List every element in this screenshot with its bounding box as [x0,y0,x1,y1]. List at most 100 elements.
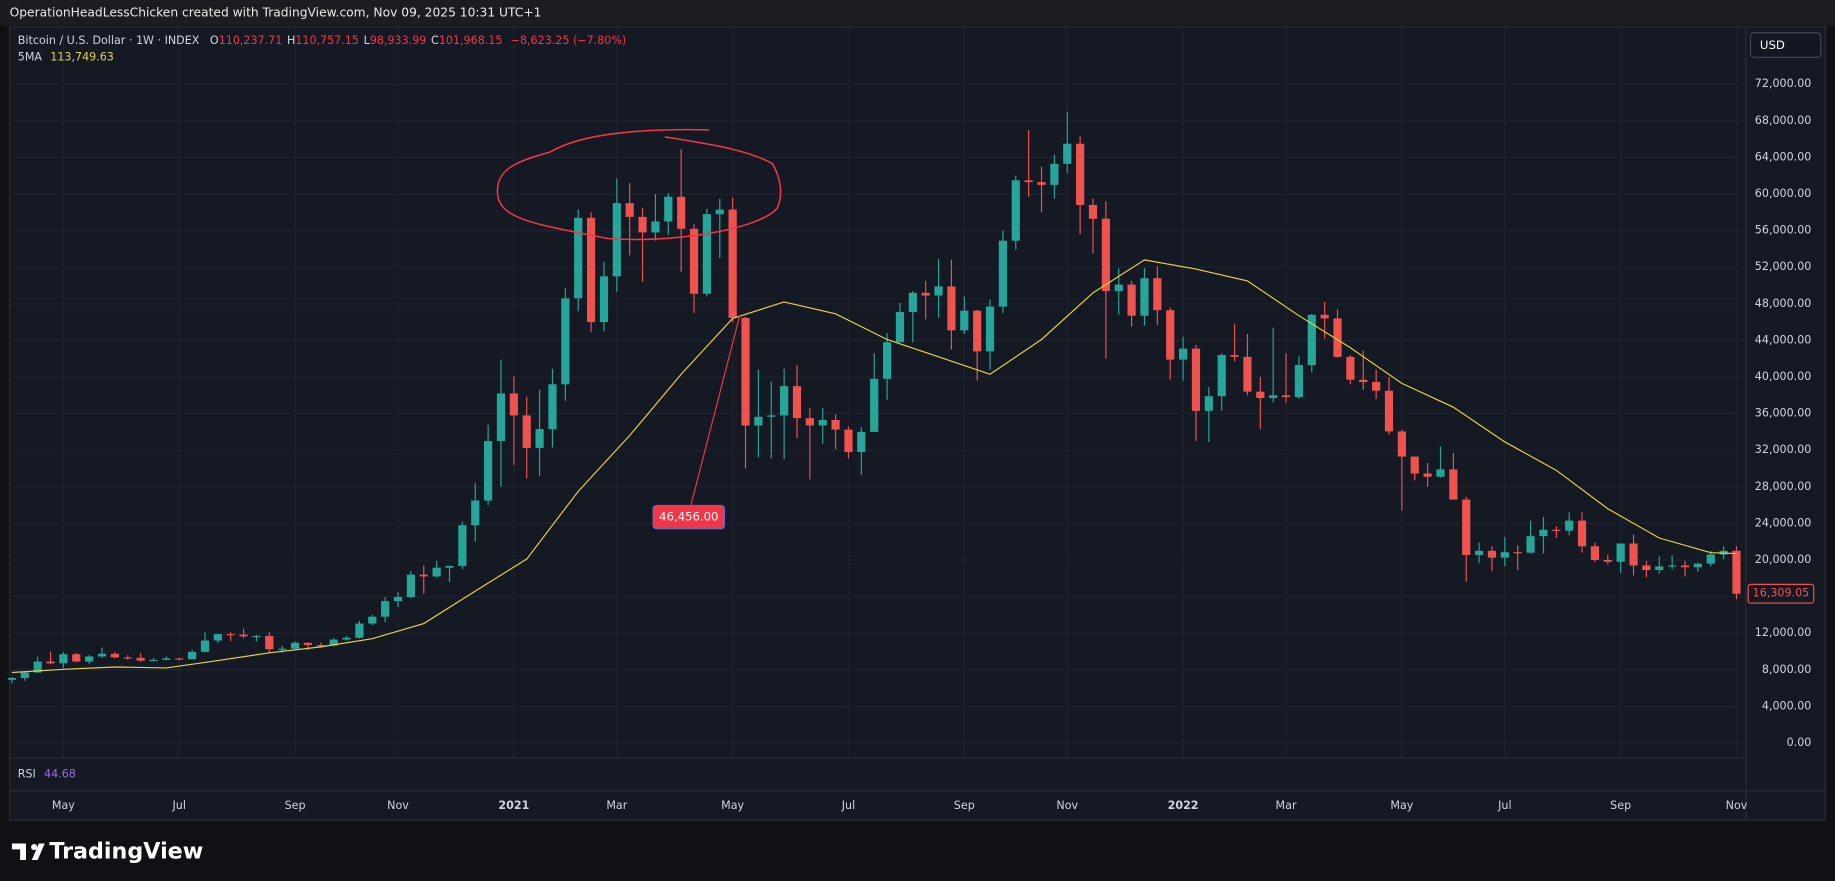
candle-body [1359,379,1368,383]
candle-body [368,616,377,624]
legend-key: O [210,34,219,47]
candle-body [471,500,480,526]
candle-body [1127,284,1136,316]
candle-body [818,419,827,426]
currency[interactable]: USD [1760,38,1785,52]
candle-body [355,623,364,638]
candle-body [1256,391,1265,399]
y-tick-label: 12,000.00 [1755,626,1812,639]
candle-body [638,216,647,233]
candle-body [458,525,467,566]
legend-ma-line: 5MA 113,749.63 [18,50,114,63]
candle-body [1243,356,1252,392]
candle-body [200,640,210,652]
candle-body [1449,469,1458,500]
candle-body [1680,565,1690,568]
x-tick-label: Nov [387,799,409,812]
candle-body [1281,395,1291,398]
candle-body [651,221,660,233]
candle-body [265,635,274,650]
candle-body [1539,529,1548,537]
candle-body [805,418,814,426]
candle-body [728,209,737,318]
grid [9,26,1746,759]
candle-body [741,317,750,426]
x-tick-label: Sep [1610,799,1631,812]
candle-body [445,565,454,568]
logo [11,843,45,860]
candle-body [870,378,879,432]
candle-body [1487,550,1497,558]
candle-body [1333,318,1342,357]
candle-body [239,634,248,637]
candle-body [844,429,853,453]
candle-body [484,441,493,501]
x-tick-label: Nov [1056,799,1078,812]
candle-body [1693,563,1702,568]
candle-body [46,661,55,664]
candle-body [110,653,119,658]
chart-frame [9,26,1826,821]
candle-body [342,637,351,640]
candle-body [561,298,570,385]
candle-body [599,276,609,323]
candle-body [1088,204,1098,219]
moving-average [11,259,1737,674]
candle-body [548,384,557,430]
x-tick-label: 2022 [1168,799,1199,812]
candle-body [1474,550,1484,555]
candle-body [1320,314,1329,319]
candle-body [1063,143,1072,164]
candle-body [1706,554,1715,564]
candle-body [303,642,313,646]
rsi-legend: RSI 44.68 [18,768,76,781]
candle-body [586,217,596,323]
currency-box[interactable] [1749,32,1822,58]
candle-body [1217,355,1226,397]
candle-body [1166,310,1175,360]
y-tick-label: 72,000.00 [1755,77,1812,90]
candles [7,111,1741,684]
y-tick-label: 52,000.00 [1755,260,1812,273]
candle-body [1153,278,1162,311]
legend-key: C [431,34,439,47]
x-tick-label: May [52,799,75,812]
x-tick-label: May [721,799,744,812]
y-tick-label: 64,000.00 [1755,150,1812,163]
candle-body [1101,218,1110,291]
candle-body [188,651,197,660]
candle-body [985,306,995,352]
candle-body [329,639,338,646]
y-tick-label: 60,000.00 [1755,187,1812,200]
candle-body [960,310,969,331]
legend-ma-name: 5MA [18,50,43,63]
candle-body [136,657,145,661]
candle-body [754,416,763,426]
candle-body [625,203,634,217]
y-tick-label: 44,000.00 [1755,333,1812,346]
x-tick-label: Sep [285,799,306,812]
y-tick-label: 48,000.00 [1755,297,1812,310]
candle-body [1076,143,1085,205]
candle-body [1191,348,1201,411]
candle-body [689,228,699,294]
candle-body [226,634,235,636]
candle-body [1436,469,1445,477]
candle-body [59,654,68,664]
x-tick-label: Mar [606,799,627,812]
y-tick-label: 0.00 [1787,736,1812,749]
candle-body [780,386,789,416]
rsi-name: RSI [18,768,36,781]
candle-body [1642,565,1651,571]
candle-body [1397,431,1406,457]
candle-body [1037,182,1046,185]
candle-body [1372,382,1381,391]
candle-body [1616,543,1625,562]
candle-body [921,292,930,296]
x-tick-label: Nov [1726,799,1748,812]
header-bar [0,0,1835,26]
candle-body [664,196,673,222]
candle-body [1500,552,1509,558]
candle-body [432,567,441,577]
